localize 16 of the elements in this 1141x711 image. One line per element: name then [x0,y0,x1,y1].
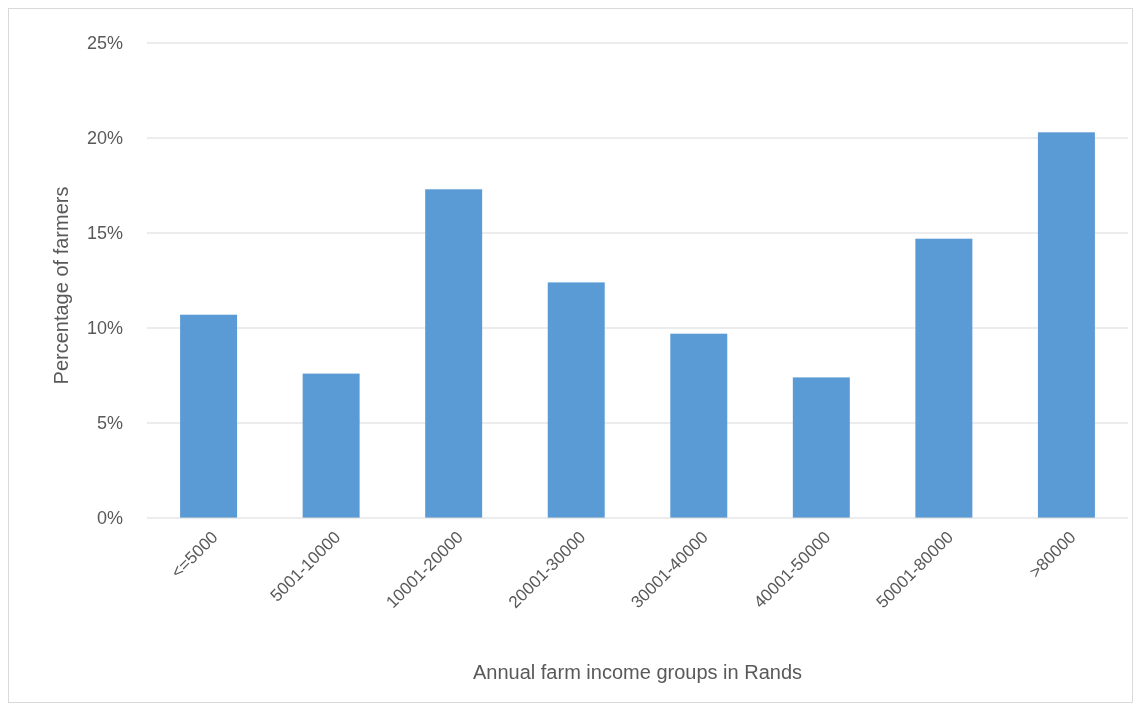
y-tick-label: 15% [86,223,123,244]
y-axis-title: Percentage of farmers [50,186,72,385]
bar [792,377,850,518]
y-tick-label: 20% [86,128,123,149]
bar [302,373,360,518]
bar [425,189,483,518]
bar [915,238,973,518]
x-axis-title: Annual farm income groups in Rands [472,661,803,683]
bar [1037,132,1095,518]
bar [670,333,728,518]
y-tick-label: 10% [86,318,123,339]
y-tick-label: 0% [96,508,123,529]
y-tick-label: 25% [86,33,123,54]
bar [547,282,605,518]
y-tick-label: 5% [96,413,123,434]
bar [180,314,238,518]
